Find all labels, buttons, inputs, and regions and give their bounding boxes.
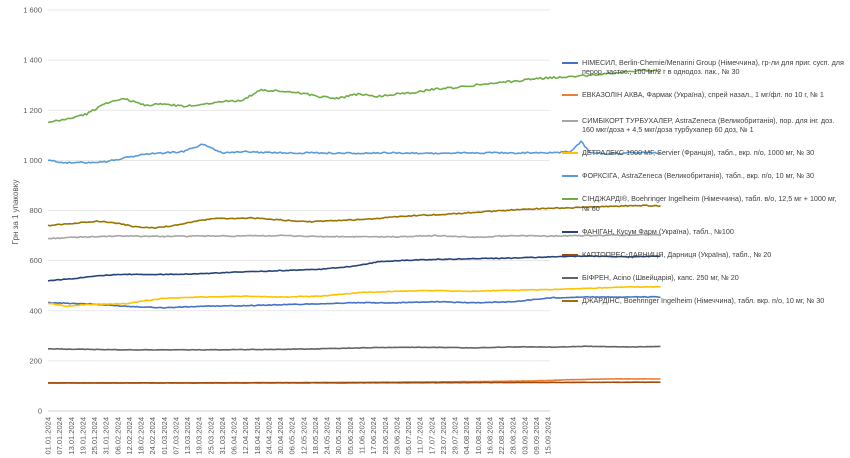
x-tick-label: 25.03.2024 — [206, 417, 215, 455]
series-line — [47, 255, 661, 282]
x-tick-label: 07.01.2024 — [55, 417, 64, 455]
legend-label: СІНДЖАРДІ®, Boehringer Ingelheim (Німечч… — [582, 194, 837, 213]
y-tick-label: 400 — [29, 306, 42, 315]
legend-label: КАПТОПРЕС-ДАРНИЦЯ, Дарниця (Україна), та… — [582, 250, 772, 260]
legend-swatch — [562, 300, 578, 303]
x-tick-label: 06.02.2024 — [113, 417, 122, 455]
x-tick-label: 17.06.2024 — [369, 417, 378, 455]
x-tick-label: 12.04.2024 — [241, 417, 250, 455]
x-tick-label: 18.02.2024 — [137, 417, 146, 455]
series-line — [47, 204, 661, 229]
y-axis-label: Грн за 1 упаковку — [11, 180, 20, 245]
legend-item: ФОРКСІГА, AstraZeneca (Великобританія), … — [562, 171, 846, 180]
x-tick-label: 11.06.2024 — [357, 417, 366, 454]
x-tick-label: 24.02.2024 — [148, 417, 157, 455]
legend-swatch — [562, 175, 578, 178]
series-line — [47, 68, 661, 124]
legend-label: ДЖАРДІНС, Boehringer Ingelheim (Німеччин… — [582, 296, 825, 306]
legend-item: ФАНІГАН, Кусум Фарм (Україна), табл., №1… — [562, 227, 846, 236]
x-tick-label: 07.03.2024 — [171, 417, 180, 455]
legend-item: ДЕТРАЛЕКС 1000 МГ, Servier (Франція), та… — [562, 148, 846, 157]
x-tick-label: 04.08.2024 — [462, 417, 471, 455]
x-tick-label: 16.08.2024 — [485, 417, 494, 455]
legend-item: СИМБІКОРТ ТУРБУХАЛЕР, AstraZeneca (Велик… — [562, 116, 846, 134]
x-tick-label: 03.09.2024 — [520, 417, 529, 455]
x-tick-label: 30.05.2024 — [334, 417, 343, 455]
series-line — [47, 345, 661, 351]
y-axis-ticks: 0 200 400 600 800 1 000 1 200 1 400 1 600 — [23, 6, 42, 416]
legend-swatch — [562, 119, 578, 122]
series-line — [47, 285, 661, 308]
y-tick-label: 1 400 — [23, 56, 42, 65]
legend-item: ДЖАРДІНС, Boehringer Ingelheim (Німеччин… — [562, 296, 846, 305]
legend: НІМЕСИЛ, Berlin-Chemie/Menarini Group (Н… — [562, 58, 846, 320]
x-tick-label: 24.04.2024 — [264, 417, 273, 455]
x-tick-label: 15.09.2024 — [544, 417, 553, 455]
x-tick-label: 10.08.2024 — [474, 417, 483, 455]
x-tick-label: 30.04.2024 — [276, 417, 285, 455]
x-tick-label: 06.05.2024 — [288, 417, 297, 455]
legend-item: СІНДЖАРДІ®, Boehringer Ingelheim (Німечч… — [562, 194, 846, 213]
series-line — [47, 140, 661, 165]
x-tick-label: 19.03.2024 — [195, 417, 204, 455]
x-tick-label: 23.07.2024 — [439, 417, 448, 455]
x-tick-label: 23.06.2024 — [381, 417, 390, 455]
x-tick-label: 01.03.2024 — [160, 417, 169, 455]
legend-swatch — [562, 230, 578, 233]
legend-item: ЕВКАЗОЛІН АКВА, Фармак (Україна), спрей … — [562, 90, 846, 99]
x-tick-label: 24.05.2024 — [323, 417, 332, 455]
x-tick-label: 18.04.2024 — [253, 417, 262, 455]
x-tick-label: 18.05.2024 — [311, 417, 320, 455]
series-lines — [47, 68, 661, 384]
x-tick-label: 28.08.2024 — [509, 417, 518, 455]
legend-label: НІМЕСИЛ, Berlin-Chemie/Menarini Group (Н… — [582, 58, 844, 77]
x-tick-label: 05.07.2024 — [404, 417, 413, 455]
legend-label: СИМБІКОРТ ТУРБУХАЛЕР, AstraZeneca (Велик… — [582, 115, 835, 134]
legend-item: БІФРЕН, Acino (Швейцарія), капс. 250 мг,… — [562, 273, 846, 282]
legend-label: ДЕТРАЛЕКС 1000 МГ, Servier (Франція), та… — [582, 148, 815, 158]
legend-swatch — [562, 198, 578, 201]
legend-item: НІМЕСИЛ, Berlin-Chemie/Menarini Group (Н… — [562, 58, 846, 76]
x-tick-label: 12.05.2024 — [299, 417, 308, 455]
legend-label: ФАНІГАН, Кусум Фарм (Україна), табл., №1… — [582, 226, 734, 236]
x-tick-label: 31.01.2024 — [102, 417, 111, 455]
y-tick-label: 600 — [29, 256, 42, 265]
series-line — [47, 381, 661, 384]
x-tick-label: 13.03.2024 — [183, 417, 192, 455]
legend-swatch — [562, 94, 578, 97]
y-tick-label: 1 600 — [23, 6, 42, 15]
legend-swatch — [562, 254, 578, 257]
legend-label: БІФРЕН, Acino (Швейцарія), капс. 250 мг,… — [582, 273, 739, 283]
x-tick-label: 05.06.2024 — [346, 417, 355, 455]
x-tick-label: 01.01.2024 — [44, 417, 53, 455]
x-tick-label: 12.02.2024 — [125, 417, 134, 455]
x-tick-label: 29.07.2024 — [451, 417, 460, 455]
x-tick-label: 17.07.2024 — [427, 417, 436, 455]
x-tick-label: 09.09.2024 — [532, 417, 541, 455]
y-tick-label: 800 — [29, 206, 42, 215]
x-tick-label: 22.08.2024 — [497, 417, 506, 455]
legend-swatch — [562, 62, 578, 64]
legend-swatch — [562, 152, 578, 155]
x-tick-label: 31.03.2024 — [218, 417, 227, 455]
x-tick-label: 11.07.2024 — [416, 417, 425, 454]
y-tick-label: 0 — [38, 407, 42, 416]
legend-label: ФОРКСІГА, AstraZeneca (Великобританія), … — [582, 171, 815, 181]
x-tick-label: 19.01.2024 — [78, 417, 87, 455]
y-tick-label: 1 200 — [23, 106, 42, 115]
legend-item: КАПТОПРЕС-ДАРНИЦЯ, Дарниця (Україна), та… — [562, 250, 846, 259]
x-tick-label: 06.04.2024 — [230, 417, 239, 455]
series-line — [47, 295, 661, 309]
x-tick-label: 13.01.2024 — [67, 417, 76, 455]
x-tick-label: 25.01.2024 — [90, 417, 99, 455]
gridlines — [48, 9, 550, 412]
y-tick-label: 200 — [29, 356, 42, 365]
legend-swatch — [562, 277, 578, 280]
legend-label: ЕВКАЗОЛІН АКВА, Фармак (Україна), спрей … — [582, 90, 824, 100]
series-line — [47, 233, 661, 240]
y-tick-label: 1 000 — [23, 156, 42, 165]
x-tick-label: 29.06.2024 — [392, 417, 401, 455]
x-axis-ticks: 01.01.2024 07.01.2024 13.01.2024 19.01.2024… — [44, 417, 553, 455]
